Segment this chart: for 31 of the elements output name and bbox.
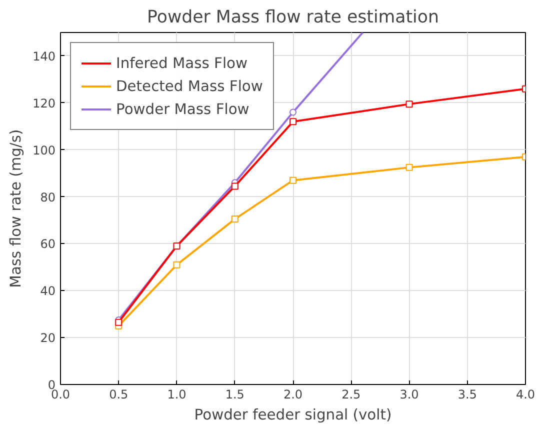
legend-label: Detected Mass Flow	[116, 78, 263, 94]
point	[231, 182, 238, 190]
x-tick-label: 0.0	[50, 388, 70, 402]
point	[173, 261, 180, 268]
x-axis-title: Powder feeder signal (volt)	[194, 406, 392, 424]
x-tick-label: 2.0	[283, 388, 303, 402]
point	[115, 318, 122, 326]
point	[290, 176, 296, 184]
x-tick-label: 1.0	[167, 388, 186, 402]
y-tick-label: 120	[32, 96, 56, 110]
y-tick-label: 80	[40, 190, 56, 204]
y-tick-label: 20	[40, 331, 56, 346]
point	[290, 108, 296, 116]
y-tick-label: 140	[32, 49, 56, 64]
x-tick-label: 3.0	[400, 388, 419, 402]
point	[231, 216, 238, 223]
legend-label: Powder Mass Flow	[116, 100, 250, 118]
x-tick-label: 3.5	[458, 388, 477, 402]
point	[406, 100, 413, 108]
y-tick-label: 40	[40, 284, 56, 298]
point	[406, 164, 413, 171]
x-tick-label: 2.5	[342, 388, 361, 402]
y-axis-title: Mass flow rate (mg/s)	[8, 129, 25, 288]
legend-label: Infered Mass Flow	[116, 54, 248, 72]
y-tick-label: 60	[40, 237, 56, 252]
x-tick-label: 0.5	[109, 388, 128, 402]
x-tick-label: 1.5	[225, 388, 244, 402]
y-tick-label: 100	[32, 143, 56, 158]
point	[290, 118, 296, 126]
chart-title: Powder Mass flow rate estimation	[147, 8, 439, 28]
x-tick-label: 4.0	[516, 388, 536, 402]
